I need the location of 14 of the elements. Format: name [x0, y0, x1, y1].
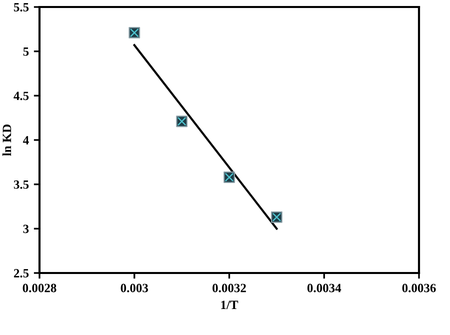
y-tick-label: 2.5: [14, 269, 29, 278]
x-tick-label: 0.0032: [212, 284, 246, 292]
y-tick-label: 4: [23, 136, 29, 144]
y-tick-label: 4.5: [14, 92, 29, 100]
x-tick-label: 0.0028: [22, 284, 56, 292]
y-tick-label: 5: [23, 47, 29, 56]
y-tick-label: 5.5: [14, 3, 29, 12]
x-tick-label: 0.003: [120, 284, 148, 292]
x-tick-label: 0.0036: [402, 284, 436, 292]
x-tick-label: 0.0034: [307, 284, 342, 292]
x-axis-title: 1/T: [221, 300, 238, 310]
y-axis-title: ln KD: [2, 124, 12, 156]
y-tick-label: 3: [23, 224, 29, 234]
y-tick-label: 3.5: [14, 180, 29, 189]
